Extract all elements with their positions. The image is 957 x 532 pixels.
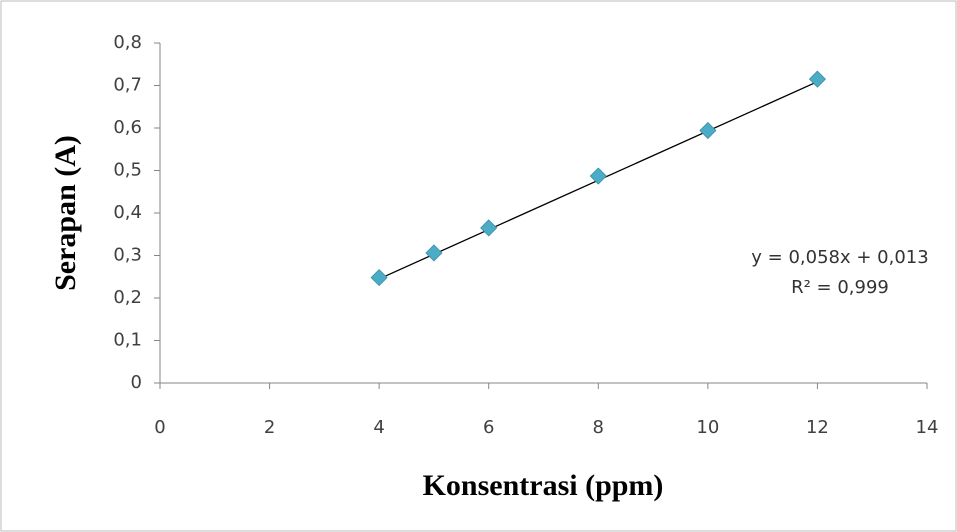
y-tick-label: 0,5 <box>113 160 142 181</box>
data-point <box>371 270 387 286</box>
y-tick-label: 0,3 <box>113 245 142 266</box>
r-squared: R² = 0,999 <box>791 277 889 298</box>
x-tick-label: 0 <box>154 417 165 438</box>
x-tick-label: 10 <box>696 417 719 438</box>
x-tick-label: 2 <box>264 417 275 438</box>
data-point <box>481 220 497 236</box>
x-tick-label: 8 <box>593 417 604 438</box>
y-tick-label: 0,7 <box>113 75 142 96</box>
trend-equation: y = 0,058x + 0,013 <box>751 247 928 268</box>
chart: Konsentrasi (ppm) Serapan (A) y = 0,058x… <box>0 0 957 532</box>
y-tick-label: 0,4 <box>113 202 142 223</box>
x-tick-label: 14 <box>916 417 939 438</box>
x-tick-label: 6 <box>483 417 494 438</box>
y-axis-title: Serapan (A) <box>49 135 82 291</box>
y-tick-label: 0,2 <box>113 287 142 308</box>
data-point <box>700 123 716 139</box>
data-point <box>590 168 606 184</box>
data-point <box>426 245 442 261</box>
y-tick-label: 0 <box>131 372 142 393</box>
y-tick-label: 0,1 <box>113 330 142 351</box>
x-tick-label: 4 <box>373 417 384 438</box>
y-tick-label: 0,6 <box>113 117 142 138</box>
y-tick-label: 0,8 <box>113 32 142 53</box>
x-axis-title: Konsentrasi (ppm) <box>423 469 664 502</box>
x-tick-label: 12 <box>806 417 829 438</box>
